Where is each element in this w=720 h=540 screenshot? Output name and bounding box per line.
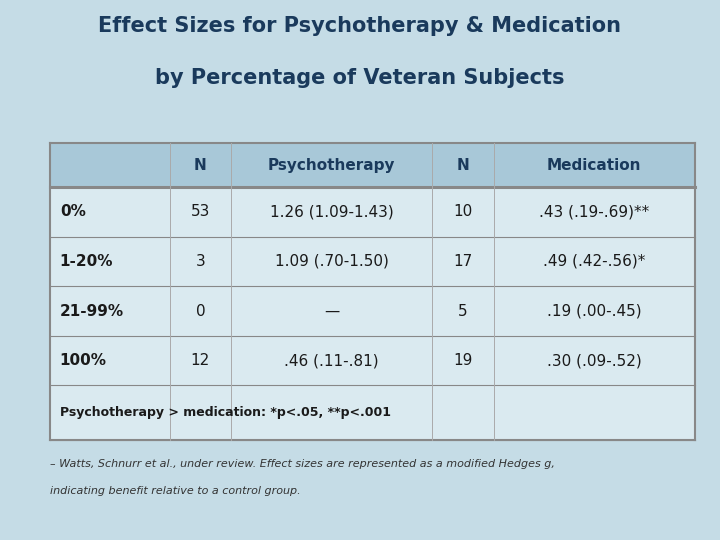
Text: indicating benefit relative to a control group.: indicating benefit relative to a control…: [50, 486, 301, 496]
Text: 0: 0: [196, 303, 205, 319]
Text: .46 (.11-.81): .46 (.11-.81): [284, 353, 379, 368]
Text: N: N: [456, 158, 469, 173]
Text: 19: 19: [454, 353, 472, 368]
Text: —: —: [324, 303, 339, 319]
Text: Psychotherapy: Psychotherapy: [268, 158, 395, 173]
Bar: [50, 143, 695, 187]
Text: Psychotherapy > medication: *p<.05, **p<.001: Psychotherapy > medication: *p<.05, **p<…: [60, 406, 391, 419]
Text: 10: 10: [454, 204, 472, 219]
Bar: [50, 143, 695, 440]
Text: 17: 17: [454, 254, 472, 269]
Text: 3: 3: [196, 254, 205, 269]
Text: N: N: [194, 158, 207, 173]
Text: 1-20%: 1-20%: [60, 254, 113, 269]
Text: 0%: 0%: [60, 204, 86, 219]
Text: .19 (.00-.45): .19 (.00-.45): [547, 303, 642, 319]
Text: 12: 12: [191, 353, 210, 368]
Text: 5: 5: [458, 303, 468, 319]
Text: .43 (.19-.69)**: .43 (.19-.69)**: [539, 204, 649, 219]
Text: 21-99%: 21-99%: [60, 303, 124, 319]
Text: 1.26 (1.09-1.43): 1.26 (1.09-1.43): [270, 204, 394, 219]
Text: 53: 53: [191, 204, 210, 219]
Text: – Watts, Schnurr et al., under review. Effect sizes are represented as a modifie: – Watts, Schnurr et al., under review. E…: [50, 459, 555, 469]
Text: Medication: Medication: [547, 158, 642, 173]
Text: 1.09 (.70-1.50): 1.09 (.70-1.50): [275, 254, 389, 269]
Text: by Percentage of Veteran Subjects: by Percentage of Veteran Subjects: [156, 68, 564, 87]
Text: .49 (.42-.56)*: .49 (.42-.56)*: [543, 254, 645, 269]
Text: Effect Sizes for Psychotherapy & Medication: Effect Sizes for Psychotherapy & Medicat…: [99, 16, 621, 36]
Text: 100%: 100%: [60, 353, 107, 368]
Text: .30 (.09-.52): .30 (.09-.52): [547, 353, 642, 368]
